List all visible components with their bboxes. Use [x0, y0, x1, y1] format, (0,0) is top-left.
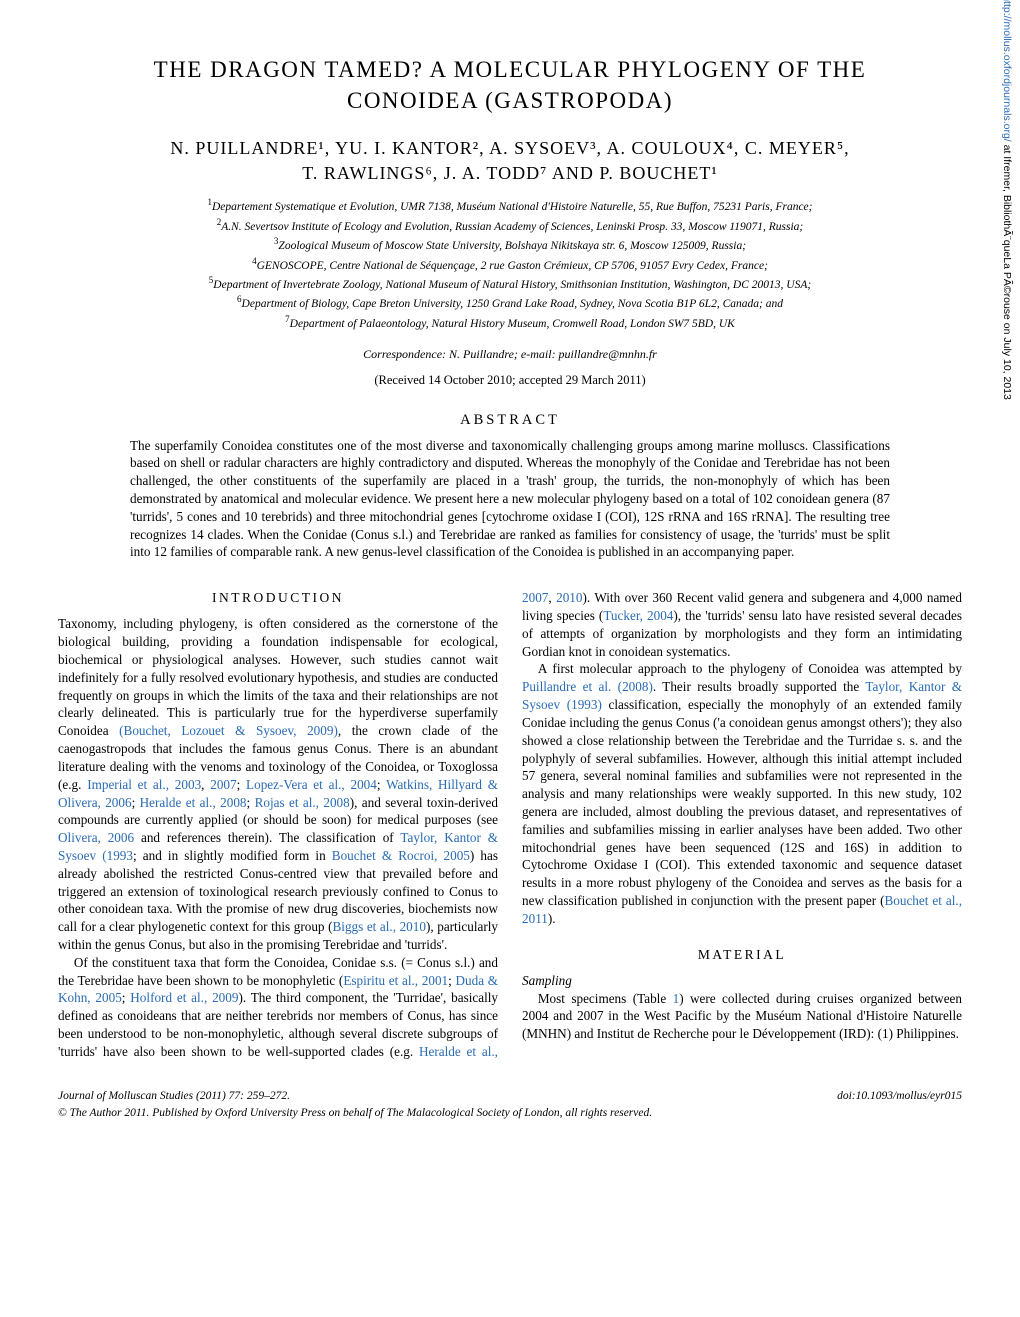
ref-biggs-2010[interactable]: Biggs et al., 2010	[332, 919, 425, 934]
ref-heralde-2008[interactable]: Heralde et al., 2008	[140, 795, 247, 810]
received-dates: (Received 14 October 2010; accepted 29 M…	[58, 372, 962, 389]
authors-line-2: T. RAWLINGS⁶, J. A. TODD⁷ AND P. BOUCHET…	[302, 163, 718, 183]
footer-journal: Journal of Molluscan Studies (2011) 77: …	[58, 1089, 290, 1105]
ref-olivera-2006[interactable]: Olivera, 2006	[58, 830, 134, 845]
affil-3: Zoological Museum of Moscow State Univer…	[278, 240, 746, 252]
title-line-1: THE DRAGON TAMED? A MOLECULAR PHYLOGENY …	[154, 57, 867, 82]
affil-7: Department of Palaeontology, Natural His…	[290, 317, 735, 329]
affil-2: A.N. Severtsov Institute of Ecology and …	[221, 221, 803, 233]
affil-4: GENOSCOPE, Centre National de Séquençage…	[257, 259, 768, 271]
sampling-para-1: Most specimens (Table 1) were collected …	[522, 990, 962, 1043]
footer-doi: doi:10.1093/mollus/eyr015	[837, 1089, 962, 1105]
page-footer: Journal of Molluscan Studies (2011) 77: …	[58, 1089, 962, 1105]
ref-puillandre-2008[interactable]: Puillandre et al. (2008)	[522, 679, 653, 694]
intro-para-1: Taxonomy, including phylogeny, is often …	[58, 615, 498, 953]
ref-rojas-2008[interactable]: Rojas et al., 2008	[255, 795, 350, 810]
authors-line-1: N. PUILLANDRE¹, YU. I. KANTOR², A. SYSOE…	[170, 138, 849, 158]
ref-imperial-2003[interactable]: Imperial et al., 2003	[87, 777, 201, 792]
abstract-heading: ABSTRACT	[58, 411, 962, 431]
ref-tucker-2004[interactable]: Tucker, 2004	[603, 608, 673, 623]
ref-bouchet-rocroi-2005[interactable]: Bouchet & Rocroi, 2005	[332, 848, 470, 863]
ref-bouchet-2009[interactable]: (Bouchet, Lozouet & Sysoev, 2009)	[119, 723, 338, 738]
title-line-2: CONOIDEA (GASTROPODA)	[347, 88, 673, 113]
two-column-body: INTRODUCTION Taxonomy, including phyloge…	[58, 589, 962, 1061]
article-title: THE DRAGON TAMED? A MOLECULAR PHYLOGENY …	[58, 54, 962, 116]
subheading-sampling: Sampling	[522, 972, 962, 990]
ref-espiritu-2001[interactable]: Espiritu et al., 2001	[343, 973, 448, 988]
intro-para-4: A first molecular approach to the phylog…	[522, 660, 962, 927]
affil-5: Department of Invertebrate Zoology, Nati…	[213, 279, 811, 291]
side-note-link[interactable]: http://mollus.oxfordjournals.org/	[1001, 0, 1013, 142]
ref-holford-2009[interactable]: Holford et al., 2009	[130, 990, 238, 1005]
affil-1: Departement Systematique et Evolution, U…	[212, 201, 812, 213]
affil-6: Department of Biology, Cape Breton Unive…	[242, 298, 783, 310]
abstract-body: The superfamily Conoidea constitutes one…	[130, 437, 890, 562]
author-list: N. PUILLANDRE¹, YU. I. KANTOR², A. SYSOE…	[58, 136, 962, 186]
ref-imperial-2007[interactable]: 2007	[210, 777, 236, 792]
section-heading-introduction: INTRODUCTION	[58, 589, 498, 607]
correspondence: Correspondence: N. Puillandre; e-mail: p…	[58, 346, 962, 362]
download-side-note: Downloaded from http://mollus.oxfordjour…	[1000, 0, 1014, 430]
footer-copyright: © The Author 2011. Published by Oxford U…	[58, 1106, 962, 1122]
affiliations: 1Departement Systematique et Evolution, …	[58, 196, 962, 331]
ref-heralde-2010[interactable]: 2010	[556, 590, 582, 605]
section-heading-material: MATERIAL	[522, 946, 962, 964]
ref-lopezvera-2004[interactable]: Lopez-Vera et al., 2004	[246, 777, 377, 792]
